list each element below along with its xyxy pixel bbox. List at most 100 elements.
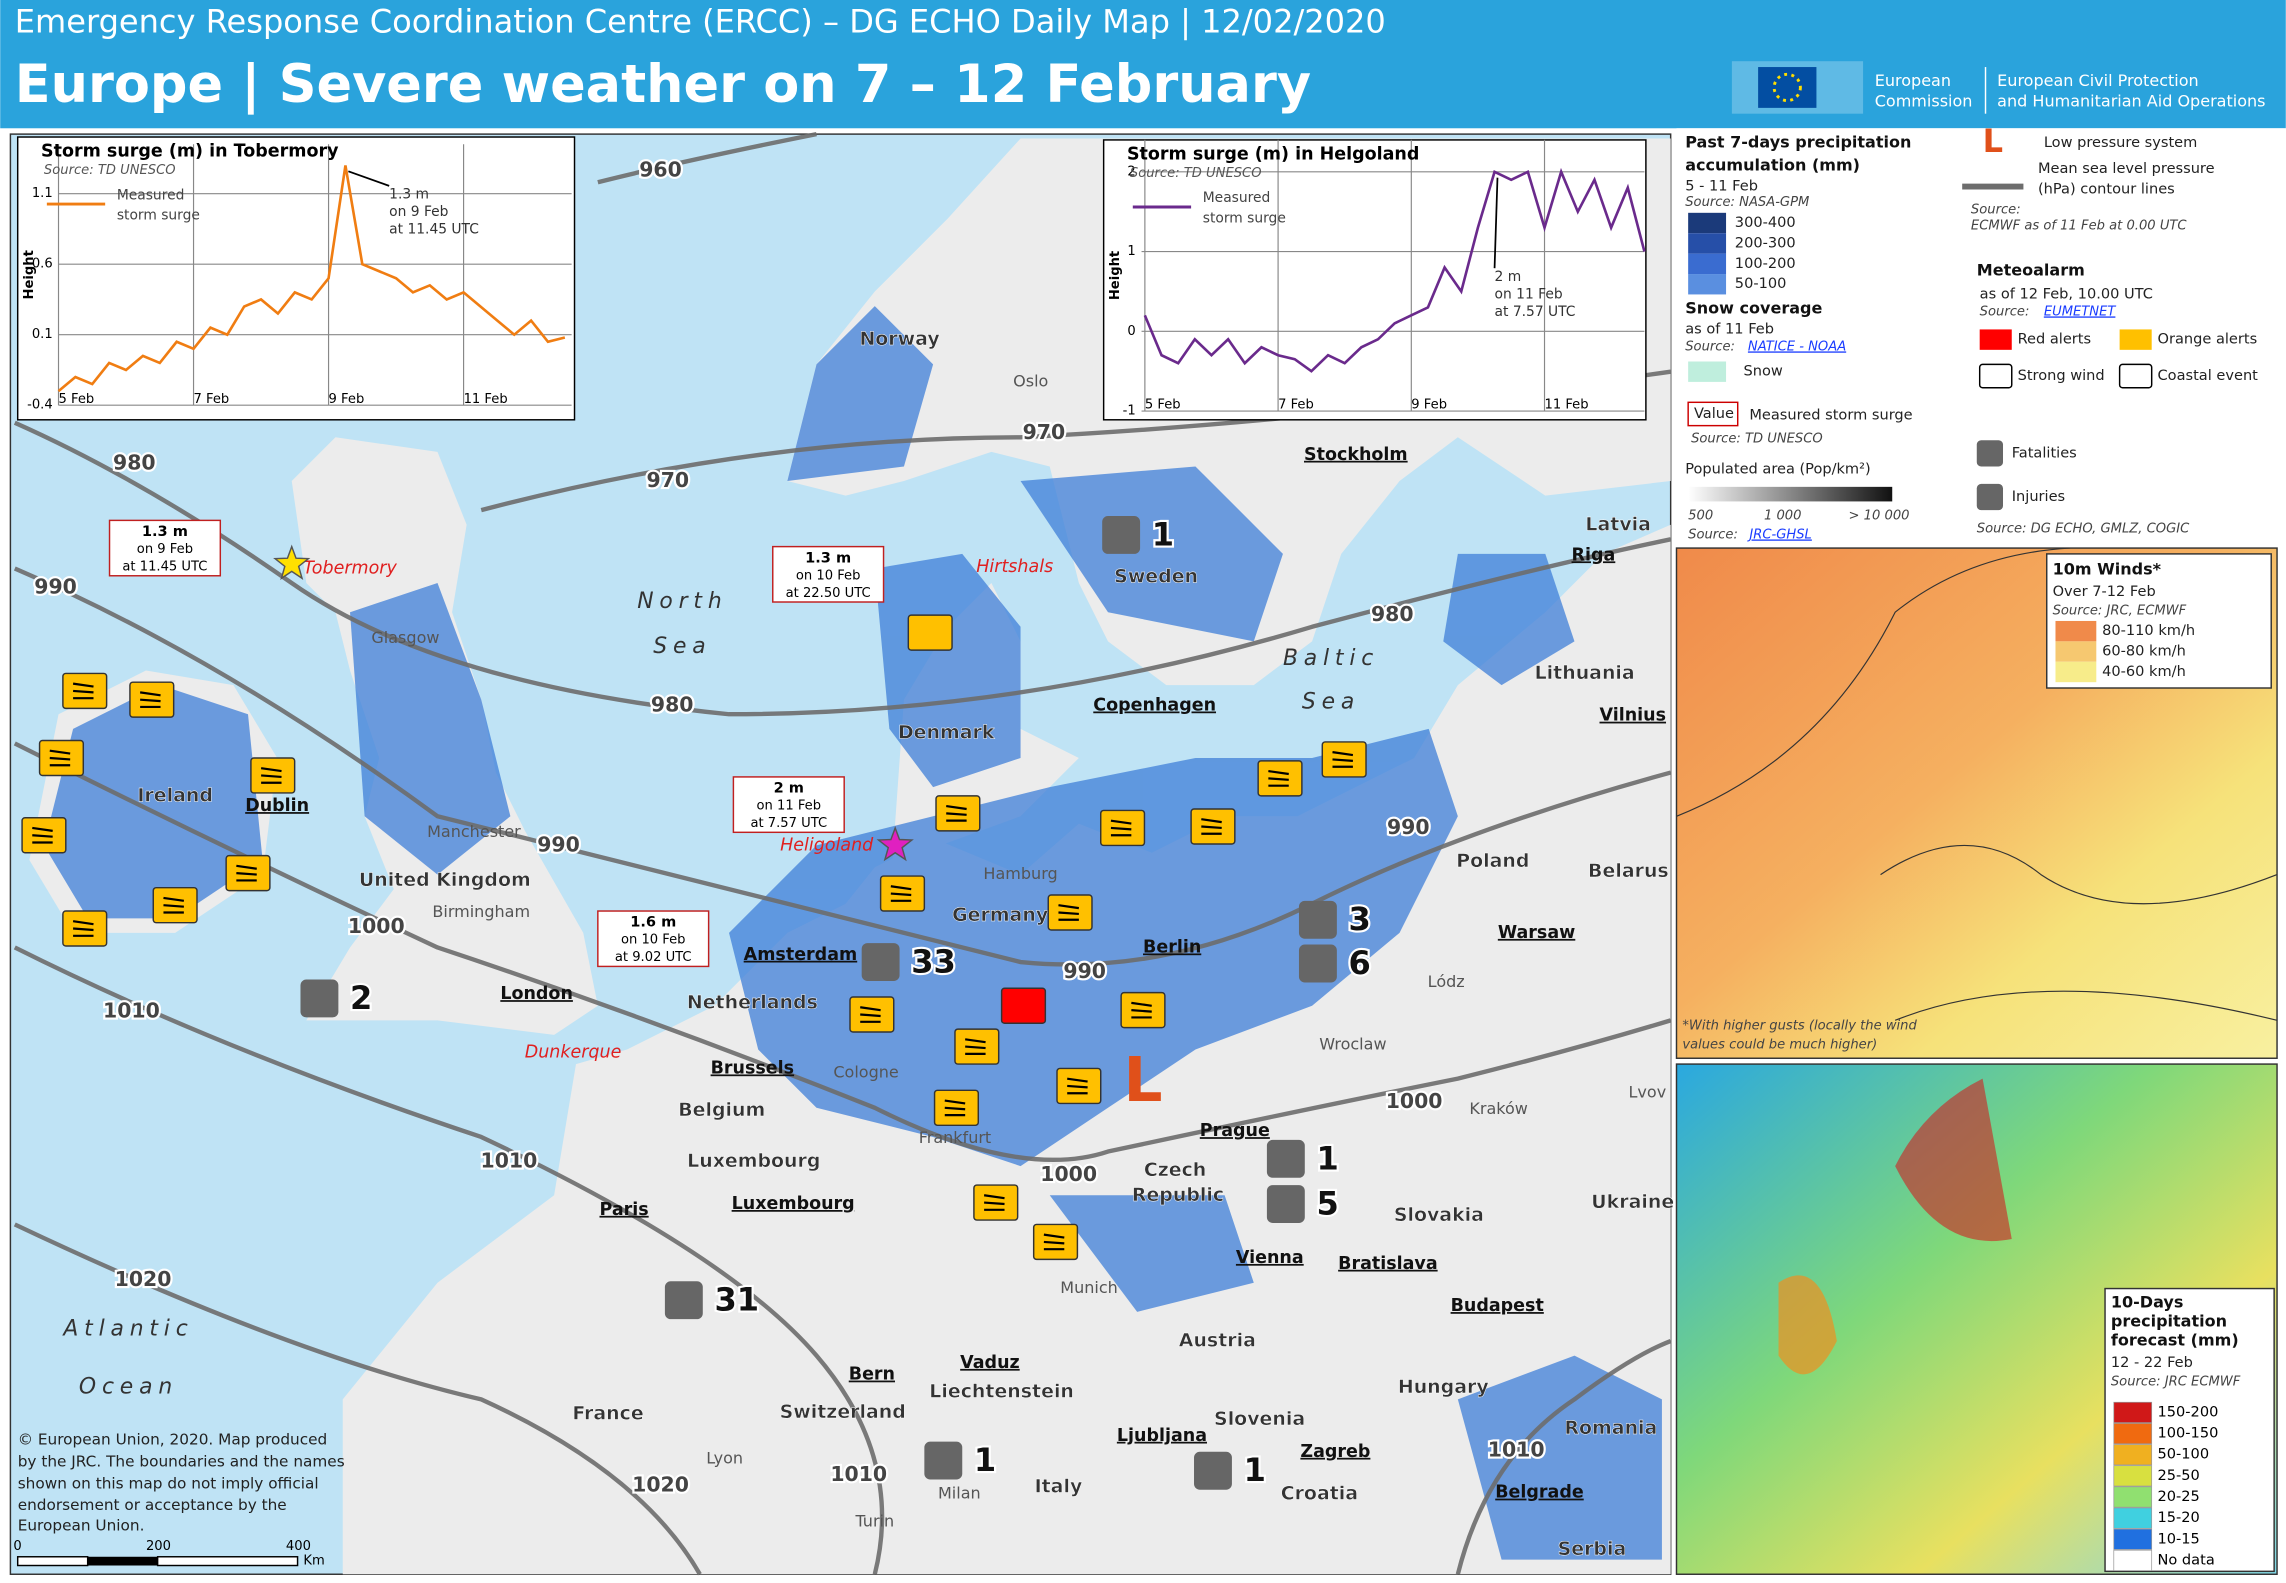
- place-label: Amsterdam: [744, 945, 858, 965]
- annotation: 2 m: [1495, 269, 1522, 285]
- source-link[interactable]: JRC-GHSL: [1746, 527, 1812, 542]
- swatch: [1688, 212, 1727, 234]
- logo-text: European Civil Protection: [1997, 71, 2199, 90]
- place-label: Zagreb: [1300, 1442, 1370, 1462]
- place-label: Oslo: [1013, 371, 1048, 390]
- legend-class: 50-100: [1735, 275, 1787, 292]
- wind-symbol: [890, 885, 912, 902]
- legend-label: Measured: [1203, 190, 1271, 206]
- precip-area: [729, 728, 1458, 1167]
- surge-box: [597, 910, 710, 968]
- logo-text: and Humanitarian Aid Operations: [1997, 92, 2265, 111]
- eu-stars: [1772, 72, 1802, 103]
- x-tick-label: 7 Feb: [1278, 398, 1314, 413]
- place-label: Wroclaw: [1319, 1035, 1386, 1054]
- isobar-line: [597, 131, 817, 185]
- header-title: Europe | Severe weather on 7 – 12 Februa…: [15, 54, 1311, 115]
- copyright: © European Union, 2020. Map produced: [18, 1431, 328, 1449]
- swatch: [2113, 1507, 2153, 1529]
- inset-class: 10-15: [2158, 1530, 2200, 1547]
- wind-symbol: [72, 920, 94, 937]
- place-label: Baltic: [1283, 646, 1379, 671]
- legend: Past 7-days precipitation accumulation (…: [1676, 122, 2286, 546]
- isobar-label: 980: [1371, 602, 1414, 626]
- annotation-arrow: [1493, 177, 1499, 269]
- injury-icon: [1976, 483, 2004, 511]
- place-label: Warsaw: [1498, 923, 1575, 943]
- isobar-label: 1010: [103, 999, 160, 1023]
- header-line: Emergency Response Coordination Centre (…: [15, 2, 1386, 40]
- place-label: Hungary: [1398, 1376, 1489, 1398]
- place-label: Paris: [599, 1200, 648, 1220]
- source-link[interactable]: EUMETNET: [2044, 304, 2117, 319]
- annotation: on 11 Feb: [1495, 286, 1563, 302]
- source-link[interactable]: NATICE - NOAA: [1748, 339, 1846, 354]
- isobar-label: 970: [1023, 420, 1066, 444]
- inset-note: values could be much higher): [1682, 1038, 1877, 1053]
- y-tick-label: 1.1: [32, 186, 53, 201]
- place-label: Slovenia: [1214, 1408, 1305, 1430]
- isobars: [13, 131, 1672, 1576]
- place-label: Norway: [859, 328, 939, 350]
- x-tick-label: 5 Feb: [1145, 398, 1181, 413]
- legend-title: Past 7-days precipitation: [1685, 132, 1911, 151]
- place-label: Lvov: [1629, 1083, 1667, 1102]
- wind-symbol: [163, 896, 185, 914]
- place-label: Brussels: [711, 1058, 794, 1078]
- place-label: London: [500, 984, 573, 1004]
- legend-source: Source:: [1980, 304, 2030, 319]
- place-label: Kraków: [1469, 1099, 1528, 1118]
- swatch: [2055, 661, 2097, 683]
- scale-label: 0: [13, 1539, 21, 1554]
- place-label: Budapest: [1451, 1296, 1544, 1316]
- legend-title: Snow coverage: [1685, 299, 1822, 318]
- wind-symbol: [1268, 770, 1289, 787]
- surge-box: [772, 545, 885, 603]
- place-label: Bern: [849, 1365, 895, 1385]
- low-symbol: L: [1123, 1045, 1162, 1116]
- legend-title: Meteoalarm: [1977, 261, 2085, 280]
- isobar-line: [13, 1222, 702, 1576]
- place-label: Belgrade: [1495, 1483, 1584, 1503]
- fatality-count: 1: [974, 1441, 996, 1479]
- legend-class: 200-300: [1735, 234, 1796, 251]
- precip-area: [350, 583, 511, 875]
- y-tick-label: -0.4: [27, 398, 53, 413]
- swatch: [2055, 641, 2097, 662]
- fatality-icon: [1298, 900, 1337, 939]
- injury-icon: [1266, 1185, 1305, 1223]
- swatch: [1688, 253, 1727, 275]
- place-label: Ireland: [137, 784, 213, 806]
- surge-label: 1.3 m: [805, 549, 851, 566]
- wind-symbol: [236, 864, 257, 882]
- place-label: Netherlands: [687, 991, 818, 1013]
- legend-class: > 10 000: [1848, 509, 1909, 524]
- coastal-icon: [2118, 363, 2153, 389]
- surge-label: on 9 Feb: [137, 542, 193, 557]
- low-symbol: L: [1983, 122, 2003, 160]
- place-label: Vaduz: [960, 1353, 1020, 1373]
- fatality-count: 1: [1244, 1451, 1266, 1489]
- x-tick-label: 11 Feb: [1545, 398, 1589, 413]
- place-label: Atlantic: [61, 1316, 193, 1341]
- isobar-label: 1000: [1040, 1162, 1097, 1186]
- fatality-count: 3: [1349, 900, 1371, 938]
- place-label: Romania: [1564, 1417, 1657, 1439]
- annotation: on 9 Feb: [389, 204, 449, 220]
- logo-text: Commission: [1875, 92, 1973, 111]
- surge-label: 1.6 m: [630, 914, 676, 931]
- scale-bar: [16, 1556, 89, 1567]
- isobar-label: 1020: [632, 1472, 689, 1496]
- place-label: Manchester: [427, 822, 521, 841]
- chart-title: Storm surge (m) in Tobermory: [41, 142, 339, 162]
- surge-label: on 10 Feb: [621, 933, 686, 948]
- surge-box: [108, 519, 222, 577]
- place-label: Liechtenstein: [929, 1381, 1074, 1403]
- main-map: Norway Oslo Sweden Stockholm Latvia Riga Lithu…: [9, 131, 1674, 1576]
- place-label: Tobermory: [303, 558, 397, 578]
- fatality-count: 2: [350, 979, 372, 1017]
- place-label: Lyon: [706, 1449, 743, 1468]
- legend-class: 1 000: [1764, 509, 1802, 524]
- place-label: Bratislava: [1338, 1254, 1438, 1274]
- place-label: Turin: [854, 1511, 894, 1530]
